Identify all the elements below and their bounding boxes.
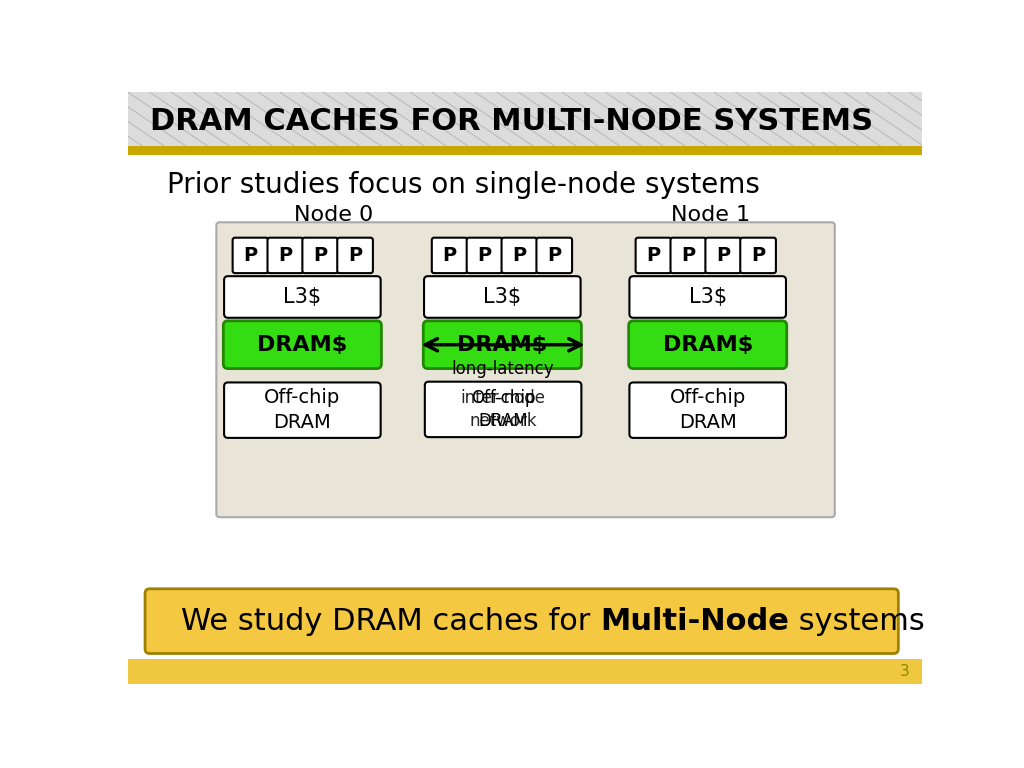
Text: P: P [477, 246, 492, 265]
Text: L3$: L3$ [688, 287, 727, 307]
Text: Node 0: Node 0 [294, 205, 373, 225]
Text: DRAM$: DRAM$ [663, 335, 753, 355]
FancyBboxPatch shape [302, 237, 338, 273]
Text: P: P [313, 246, 328, 265]
Text: P: P [279, 246, 293, 265]
FancyBboxPatch shape [424, 276, 581, 318]
FancyBboxPatch shape [128, 146, 922, 155]
FancyBboxPatch shape [636, 237, 672, 273]
Text: systems: systems [788, 607, 925, 636]
Text: L3$: L3$ [284, 287, 322, 307]
Text: DRAM CACHES FOR MULTI-NODE SYSTEMS: DRAM CACHES FOR MULTI-NODE SYSTEMS [150, 107, 872, 136]
FancyBboxPatch shape [706, 237, 741, 273]
FancyBboxPatch shape [232, 237, 268, 273]
Text: Off-chip
DRAM: Off-chip DRAM [471, 389, 536, 430]
Text: Prior studies focus on single-node systems: Prior studies focus on single-node syste… [167, 170, 760, 199]
Text: P: P [716, 246, 730, 265]
Text: Off-chip
DRAM: Off-chip DRAM [264, 388, 341, 432]
FancyBboxPatch shape [337, 237, 373, 273]
FancyBboxPatch shape [432, 237, 467, 273]
Text: P: P [512, 246, 526, 265]
FancyBboxPatch shape [224, 382, 381, 438]
FancyBboxPatch shape [267, 237, 303, 273]
Text: DRAM$: DRAM$ [257, 335, 347, 355]
FancyBboxPatch shape [740, 237, 776, 273]
Text: Multi-Node: Multi-Node [600, 607, 788, 636]
FancyBboxPatch shape [216, 222, 835, 517]
FancyBboxPatch shape [629, 321, 786, 369]
Text: P: P [348, 246, 362, 265]
FancyBboxPatch shape [223, 321, 381, 369]
FancyBboxPatch shape [630, 382, 786, 438]
FancyBboxPatch shape [423, 321, 582, 369]
Text: L3$: L3$ [483, 287, 521, 307]
FancyBboxPatch shape [537, 237, 572, 273]
Text: P: P [681, 246, 695, 265]
Text: P: P [547, 246, 561, 265]
Text: 3: 3 [899, 664, 909, 679]
FancyBboxPatch shape [128, 659, 922, 684]
Text: P: P [646, 246, 660, 265]
FancyBboxPatch shape [145, 589, 898, 654]
Text: Node 1: Node 1 [672, 205, 751, 225]
FancyBboxPatch shape [128, 92, 922, 148]
FancyBboxPatch shape [502, 237, 538, 273]
FancyBboxPatch shape [630, 276, 786, 318]
Text: P: P [751, 246, 765, 265]
Text: Off-chip
DRAM: Off-chip DRAM [670, 388, 745, 432]
Text: DRAM$: DRAM$ [457, 335, 548, 355]
Text: inter-node
network: inter-node network [461, 389, 546, 430]
Text: P: P [442, 246, 457, 265]
Text: P: P [244, 246, 257, 265]
FancyBboxPatch shape [671, 237, 707, 273]
FancyBboxPatch shape [467, 237, 503, 273]
Text: We study DRAM caches for: We study DRAM caches for [180, 607, 600, 636]
FancyBboxPatch shape [425, 382, 582, 437]
Text: long-latency: long-latency [451, 360, 554, 378]
FancyBboxPatch shape [224, 276, 381, 318]
